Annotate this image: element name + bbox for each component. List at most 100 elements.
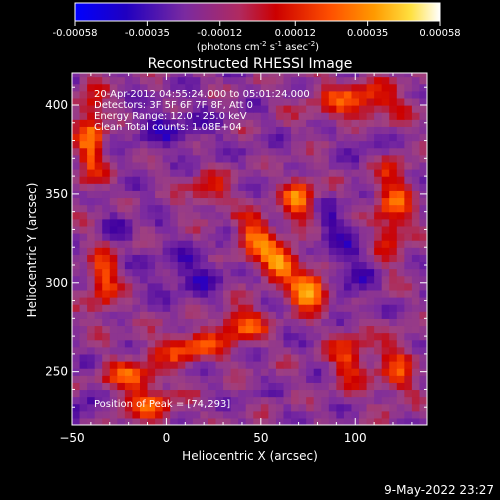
heatmap-cell — [155, 140, 164, 149]
heatmap-cell — [162, 240, 171, 248]
heatmap-cell — [87, 361, 96, 369]
heatmap-cell — [109, 275, 118, 284]
heatmap-cell — [343, 368, 353, 376]
heatmap-cell — [313, 339, 322, 348]
heatmap-cell — [396, 403, 405, 412]
heatmap-cell — [351, 339, 360, 348]
heatmap-cell — [374, 361, 383, 369]
heatmap-cell — [147, 368, 156, 376]
heatmap-cell — [298, 233, 307, 241]
heatmap-cell — [306, 169, 315, 177]
heatmap-cell — [381, 154, 390, 163]
heatmap-cell — [170, 382, 179, 391]
heatmap-cell — [328, 382, 337, 391]
heatmap-cell — [200, 76, 209, 85]
heatmap-cell — [109, 83, 118, 92]
heatmap-cell — [404, 140, 413, 149]
heatmap-cell — [162, 247, 171, 255]
heatmap-cell — [374, 304, 383, 312]
heatmap-cell — [79, 396, 88, 405]
heatmap-cell — [351, 353, 360, 362]
heatmap-cell — [147, 147, 156, 156]
heatmap-cell — [139, 119, 149, 127]
heatmap-cell — [139, 282, 149, 291]
heatmap-cell — [374, 73, 383, 78]
heatmap-cell — [321, 76, 330, 85]
heatmap-cell — [260, 147, 269, 156]
heatmap-cell — [155, 76, 164, 85]
y-tick-label: 300 — [45, 276, 68, 290]
heatmap-cell — [102, 240, 111, 248]
heatmap-cell — [283, 147, 292, 156]
heatmap-cell — [162, 76, 171, 85]
heatmap-cell — [260, 211, 269, 220]
heatmap-cell — [253, 133, 262, 142]
heatmap-cell — [215, 311, 224, 319]
heatmap-cell — [389, 254, 398, 263]
heatmap-cell — [396, 346, 405, 355]
heatmap-cell — [321, 140, 330, 149]
heatmap-cell — [275, 382, 285, 391]
heatmap-cell — [117, 183, 126, 191]
heatmap-cell — [124, 133, 134, 142]
heatmap-cell — [389, 161, 398, 170]
heatmap-cell — [298, 73, 307, 78]
heatmap-cell — [245, 169, 254, 177]
heatmap-cell — [253, 197, 262, 206]
heatmap-cell — [313, 417, 322, 425]
heatmap-cell — [155, 261, 164, 270]
heatmap-cell — [306, 311, 315, 319]
heatmap-cell — [170, 268, 179, 277]
heatmap-cell — [381, 169, 390, 177]
heatmap-cell — [306, 268, 315, 277]
heatmap-cell — [215, 211, 224, 220]
heatmap-cell — [230, 225, 239, 234]
heatmap-cell — [207, 240, 217, 248]
heatmap-cell — [79, 112, 88, 120]
heatmap-cell — [200, 133, 209, 142]
heatmap-cell — [268, 297, 277, 305]
heatmap-cell — [132, 361, 141, 369]
heatmap-cell — [336, 268, 345, 277]
heatmap-cell — [381, 297, 390, 305]
heatmap-cell — [139, 261, 149, 270]
heatmap-cell — [132, 353, 141, 362]
heatmap-cell — [147, 225, 156, 234]
heatmap-cell — [404, 289, 413, 298]
heatmap-cell — [298, 161, 307, 170]
heatmap-cell — [139, 382, 149, 391]
heatmap-cell — [374, 204, 383, 213]
heatmap-cell — [170, 318, 179, 327]
heatmap-cell — [306, 183, 315, 191]
heatmap-cell — [419, 133, 427, 142]
heatmap-cell — [72, 311, 81, 319]
heatmap-cell — [404, 133, 413, 142]
heatmap-cell — [185, 169, 194, 177]
heatmap-cell — [238, 247, 247, 255]
heatmap-cell — [87, 90, 96, 99]
heatmap-cell — [366, 353, 375, 362]
heatmap-cell — [359, 233, 368, 241]
heatmap-cell — [200, 389, 209, 398]
heatmap-cell — [207, 183, 217, 191]
heatmap-cell — [72, 140, 81, 149]
heatmap-cell — [366, 318, 375, 327]
heatmap-cell — [155, 339, 164, 348]
heatmap-cell — [192, 204, 202, 213]
heatmap-cell — [374, 346, 383, 355]
heatmap-cell — [374, 97, 383, 106]
heatmap-cell — [343, 190, 353, 199]
heatmap-cell — [192, 297, 202, 305]
heatmap-cell — [260, 247, 269, 255]
heatmap-cell — [351, 325, 360, 334]
heatmap-cell — [147, 382, 156, 391]
heatmap-cell — [411, 289, 421, 298]
heatmap-cell — [298, 368, 307, 376]
heatmap-cell — [253, 233, 262, 241]
heatmap-cell — [275, 417, 285, 425]
heatmap-cell — [328, 410, 337, 419]
heatmap-cell — [260, 240, 269, 248]
heatmap-cell — [351, 133, 360, 142]
heatmap-cell — [207, 154, 217, 163]
heatmap-cell — [207, 112, 217, 120]
